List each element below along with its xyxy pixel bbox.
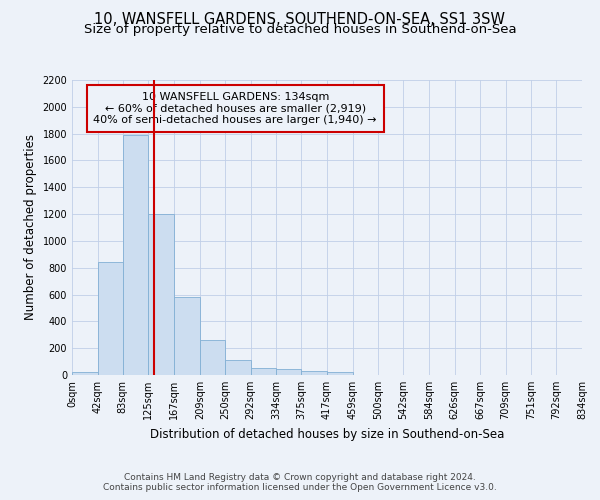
Bar <box>276 369 301 375</box>
X-axis label: Distribution of detached houses by size in Southend-on-Sea: Distribution of detached houses by size … <box>150 428 504 440</box>
Bar <box>72 372 98 375</box>
Bar <box>174 296 200 375</box>
Bar <box>123 135 148 375</box>
Bar <box>301 371 327 375</box>
Bar <box>148 214 174 375</box>
Text: 10 WANSFELL GARDENS: 134sqm
← 60% of detached houses are smaller (2,919)
40% of : 10 WANSFELL GARDENS: 134sqm ← 60% of det… <box>94 92 377 125</box>
Bar <box>98 262 123 375</box>
Text: 10, WANSFELL GARDENS, SOUTHEND-ON-SEA, SS1 3SW: 10, WANSFELL GARDENS, SOUTHEND-ON-SEA, S… <box>95 12 505 28</box>
Y-axis label: Number of detached properties: Number of detached properties <box>24 134 37 320</box>
Text: Size of property relative to detached houses in Southend-on-Sea: Size of property relative to detached ho… <box>83 22 517 36</box>
Bar <box>327 372 353 375</box>
Bar <box>200 340 225 375</box>
Text: Contains HM Land Registry data © Crown copyright and database right 2024.
Contai: Contains HM Land Registry data © Crown c… <box>103 473 497 492</box>
Bar <box>225 360 251 375</box>
Bar <box>251 368 276 375</box>
